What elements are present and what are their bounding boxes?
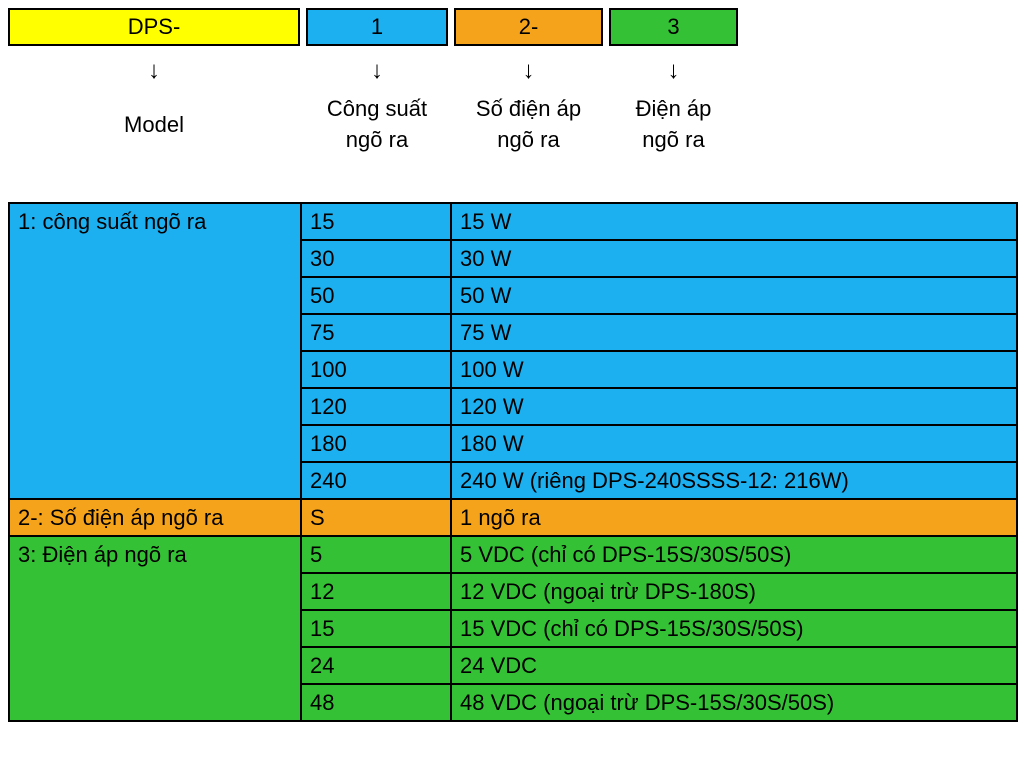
- code-cell: 24: [300, 646, 452, 685]
- table-row: 50 50 W: [9, 276, 1018, 315]
- code-cell: 48: [300, 683, 452, 722]
- segment-label-model: Model: [124, 92, 184, 158]
- table-row: 240 240 W (riêng DPS-240SSSS-12: 216W): [9, 461, 1018, 500]
- table-row: 120 120 W: [9, 387, 1018, 426]
- description-cell: 12 VDC (ngoại trừ DPS-180S): [450, 572, 1018, 611]
- down-arrow-icon: ↓: [667, 57, 680, 84]
- code-cell: 15: [300, 609, 452, 648]
- table-row: 3: Điện áp ngõ ra 5 5 VDC (chỉ có DPS-15…: [8, 535, 1018, 722]
- code-cell: 75: [300, 313, 452, 352]
- description-cell: 15 VDC (chỉ có DPS-15S/30S/50S): [450, 609, 1018, 648]
- code-cell: S: [300, 498, 452, 537]
- code-cell: 30: [300, 239, 452, 278]
- table-row: 1: công suất ngõ ra 15 15 W: [8, 202, 1018, 500]
- segment-label-line: ngõ ra: [497, 127, 560, 152]
- description-cell: 180 W: [450, 424, 1018, 463]
- description-cell: 1 ngõ ra: [450, 498, 1018, 537]
- code-cell: 5: [300, 535, 452, 574]
- section-title-output-count: 2-: Số điện áp ngõ ra: [8, 498, 302, 537]
- table-row: 100 100 W: [9, 350, 1018, 389]
- table-row: 30 30 W: [9, 239, 1018, 278]
- code-cell: 15: [300, 202, 452, 241]
- code-cell: 50: [300, 276, 452, 315]
- description-cell: 5 VDC (chỉ có DPS-15S/30S/50S): [450, 535, 1018, 574]
- table-row: 2-: Số điện áp ngõ ra S 1 ngõ ra: [8, 498, 1018, 537]
- segment-label-line: ngõ ra: [345, 127, 409, 152]
- description-cell: 240 W (riêng DPS-240SSSS-12: 216W): [450, 461, 1018, 500]
- segment-label-line: Điện áp: [635, 96, 712, 122]
- section-title-output-voltage: 3: Điện áp ngõ ra: [8, 535, 302, 722]
- model-code-legend-table: 1: công suất ngõ ra 15 15 W 30 30 W 50 5…: [8, 202, 1018, 722]
- code-cell: 12: [300, 572, 452, 611]
- down-arrow-icon: ↓: [522, 57, 535, 84]
- description-cell: 50 W: [450, 276, 1018, 315]
- description-cell: 75 W: [450, 313, 1018, 352]
- code-cell: 240: [300, 461, 452, 500]
- table-row: 15 15 VDC (chỉ có DPS-15S/30S/50S): [9, 609, 1018, 648]
- segment-output-count: 2- ↓ Số điện áp ngõ ra: [454, 8, 603, 158]
- code-cell: 100: [300, 350, 452, 389]
- segment-label-line: Số điện áp: [475, 96, 582, 122]
- description-cell: 15 W: [450, 202, 1018, 241]
- description-cell: 100 W: [450, 350, 1018, 389]
- segment-code-box-output-voltage: 3: [609, 8, 738, 46]
- segment-label-output-voltage: Điện áp ngõ ra: [636, 92, 712, 158]
- table-row: 12 12 VDC (ngoại trừ DPS-180S): [9, 572, 1018, 611]
- table-row: 180 180 W: [9, 424, 1018, 463]
- model-code-header: DPS- ↓ Model 1 ↓ Công suất ngõ ra 2- ↓ S…: [8, 8, 1016, 158]
- segment-code-box-model: DPS-: [8, 8, 300, 46]
- segment-label-output-count: Số điện áp ngõ ra: [476, 92, 581, 158]
- segment-code-box-output-power: 1: [306, 8, 448, 46]
- description-cell: 120 W: [450, 387, 1018, 426]
- segment-label-line: Model: [124, 111, 184, 137]
- segment-label-line: Công suất: [326, 96, 428, 122]
- segment-label-output-power: Công suất ngõ ra: [327, 92, 427, 158]
- table-row: 24 24 VDC: [9, 646, 1018, 685]
- description-cell: 30 W: [450, 239, 1018, 278]
- table-row: 75 75 W: [9, 313, 1018, 352]
- down-arrow-icon: ↓: [371, 57, 383, 84]
- segment-label-line: ngõ ra: [642, 127, 705, 152]
- down-arrow-icon: ↓: [148, 57, 160, 84]
- description-cell: 24 VDC: [450, 646, 1018, 685]
- section-title-output-power: 1: công suất ngõ ra: [8, 202, 302, 500]
- description-cell: 48 VDC (ngoại trừ DPS-15S/30S/50S): [450, 683, 1018, 722]
- table-row: 48 48 VDC (ngoại trừ DPS-15S/30S/50S): [9, 683, 1018, 722]
- segment-model: DPS- ↓ Model: [8, 8, 300, 158]
- segment-code-box-output-count: 2-: [454, 8, 603, 46]
- code-cell: 120: [300, 387, 452, 426]
- code-cell: 180: [300, 424, 452, 463]
- segment-output-voltage: 3 ↓ Điện áp ngõ ra: [609, 8, 738, 158]
- segment-output-power: 1 ↓ Công suất ngõ ra: [306, 8, 448, 158]
